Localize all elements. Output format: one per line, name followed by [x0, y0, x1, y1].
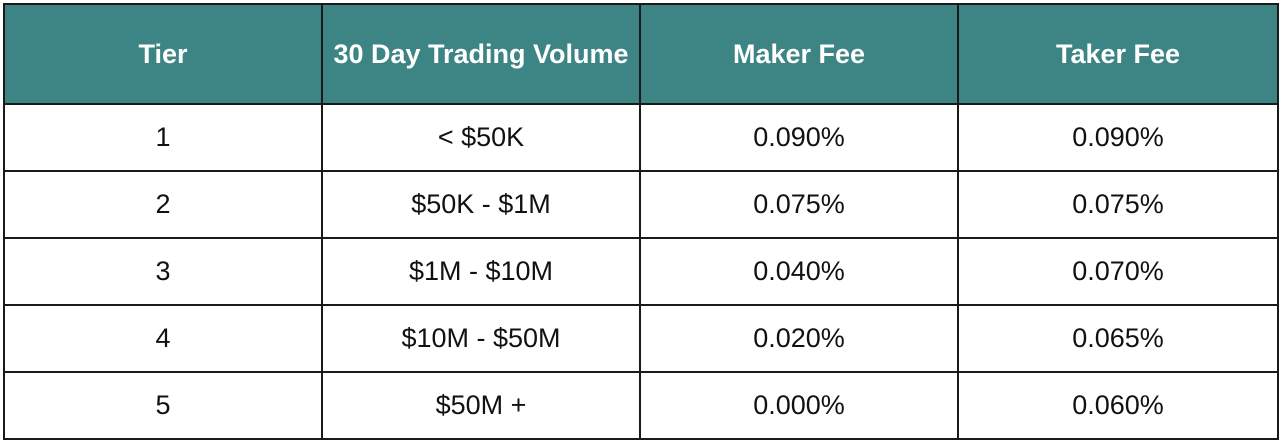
cell-tier: 3	[3, 237, 323, 306]
table-row: 3 $1M - $10M 0.040% 0.070%	[3, 237, 1279, 306]
cell-taker-fee: 0.075%	[957, 170, 1279, 239]
cell-tier: 4	[3, 304, 323, 373]
table-header: Tier 30 Day Trading Volume Maker Fee Tak…	[3, 3, 1279, 105]
cell-trading-volume: $50K - $1M	[321, 170, 641, 239]
cell-trading-volume: $1M - $10M	[321, 237, 641, 306]
cell-maker-fee: 0.020%	[639, 304, 959, 373]
cell-tier: 2	[3, 170, 323, 239]
header-maker-fee: Maker Fee	[639, 3, 959, 105]
cell-taker-fee: 0.070%	[957, 237, 1279, 306]
cell-taker-fee: 0.060%	[957, 371, 1279, 440]
cell-trading-volume: < $50K	[321, 103, 641, 172]
table-row: 1 < $50K 0.090% 0.090%	[3, 103, 1279, 172]
header-tier: Tier	[3, 3, 323, 105]
cell-taker-fee: 0.065%	[957, 304, 1279, 373]
cell-tier: 5	[3, 371, 323, 440]
fee-tier-table: Tier 30 Day Trading Volume Maker Fee Tak…	[3, 3, 1279, 440]
header-trading-volume: 30 Day Trading Volume	[321, 3, 641, 105]
header-taker-fee: Taker Fee	[957, 3, 1279, 105]
cell-maker-fee: 0.075%	[639, 170, 959, 239]
cell-trading-volume: $50M +	[321, 371, 641, 440]
cell-maker-fee: 0.090%	[639, 103, 959, 172]
cell-tier: 1	[3, 103, 323, 172]
cell-maker-fee: 0.000%	[639, 371, 959, 440]
fee-table-container: Tier 30 Day Trading Volume Maker Fee Tak…	[3, 3, 1279, 440]
cell-taker-fee: 0.090%	[957, 103, 1279, 172]
table-row: 4 $10M - $50M 0.020% 0.065%	[3, 304, 1279, 373]
table-row: 5 $50M + 0.000% 0.060%	[3, 371, 1279, 440]
cell-maker-fee: 0.040%	[639, 237, 959, 306]
table-row: 2 $50K - $1M 0.075% 0.075%	[3, 170, 1279, 239]
table-body: 1 < $50K 0.090% 0.090% 2 $50K - $1M 0.07…	[3, 103, 1279, 440]
cell-trading-volume: $10M - $50M	[321, 304, 641, 373]
header-row: Tier 30 Day Trading Volume Maker Fee Tak…	[3, 3, 1279, 105]
